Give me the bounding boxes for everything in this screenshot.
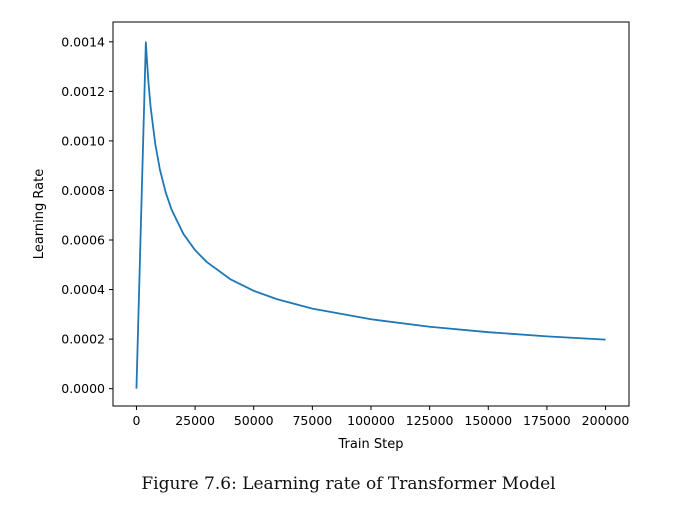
x-tick-label: 75000 xyxy=(292,413,332,428)
learning-rate-chart: 0 25000 50000 75000 100000 125000 150000 175000… xyxy=(32,21,630,452)
x-tick-label: 175000 xyxy=(523,413,571,428)
learning-rate-series-line xyxy=(135,41,606,389)
x-tick-label: 50000 xyxy=(234,413,274,428)
y-tick-label: 0.0014 xyxy=(61,34,105,49)
x-tick-label: 125000 xyxy=(406,413,454,428)
x-tick-label: 0 xyxy=(132,413,140,428)
x-tick-label: 200000 xyxy=(582,413,630,428)
x-axis-title: Train Step xyxy=(338,437,404,452)
y-tick-label: 0.0002 xyxy=(61,332,105,347)
y-tick-label: 0.0006 xyxy=(61,233,105,248)
y-tick-label: 0.0012 xyxy=(61,84,105,99)
series-layer xyxy=(135,41,606,389)
y-tick-label: 0.0000 xyxy=(61,381,105,396)
y-axis-title: Learning Rate xyxy=(32,169,47,259)
figure-caption: Figure 7.6: Learning rate of Transformer… xyxy=(141,474,556,494)
plot-area-frame xyxy=(112,21,630,407)
y-axis-ticks: 0.0000 0.0002 0.0004 0.0006 0.0008 0.0010 0.00… xyxy=(61,34,113,396)
x-tick-label: 100000 xyxy=(347,413,395,428)
y-tick-label: 0.0004 xyxy=(61,282,105,297)
x-tick-label: 25000 xyxy=(175,413,215,428)
y-tick-label: 0.0010 xyxy=(61,133,105,148)
y-tick-label: 0.0008 xyxy=(61,183,105,198)
x-axis-ticks: 0 25000 50000 75000 100000 125000 150000 175000… xyxy=(132,406,629,428)
x-tick-label: 150000 xyxy=(464,413,512,428)
